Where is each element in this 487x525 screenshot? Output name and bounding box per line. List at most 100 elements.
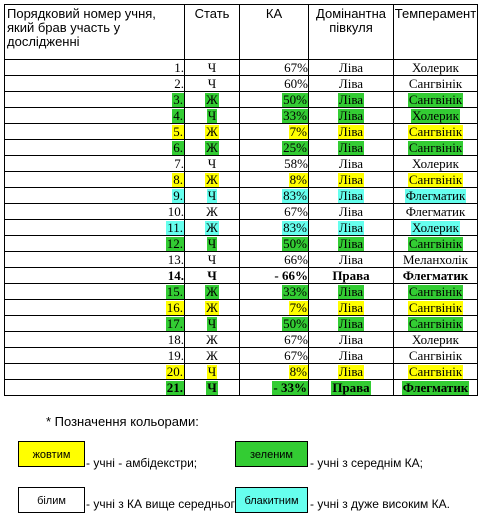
student-number-cell: 17.	[4, 315, 185, 332]
hemisphere-cell: Права	[308, 379, 394, 396]
ka-cell-value: 67%	[284, 204, 308, 219]
ka-cell-value: 66%	[284, 252, 308, 267]
header-temperament: Темперамент	[393, 4, 478, 60]
table-body: 1. Ч 67% Ліва Холерик 2. Ч 60% Ліва Сангвінік 3. Ж 5…	[4, 59, 478, 396]
table-row: 8. Ж 8% Ліва Сангвінік	[4, 171, 478, 188]
student-number-cell-value: 19.	[167, 348, 184, 363]
table-row: 3. Ж 50% Ліва Сангвінік	[4, 91, 478, 108]
table-row: 9. Ч 83% Ліва Флегматик	[4, 187, 478, 204]
sex-cell: Ж	[184, 299, 240, 316]
header-ka: КА	[239, 4, 309, 60]
hemisphere-cell: Ліва	[308, 219, 394, 236]
ka-cell-value: - 66%	[274, 268, 308, 283]
student-number-cell-value: 5.	[172, 124, 184, 139]
legend-yellow-text: - учні - амбідекстри;	[86, 456, 198, 470]
ka-cell: 60%	[239, 75, 309, 92]
sex-cell-value: Ч	[206, 380, 218, 395]
ka-cell: 7%	[239, 123, 309, 140]
temperament-cell: Сангвінік	[393, 315, 478, 332]
ka-cell: 66%	[239, 251, 309, 268]
ka-cell-value: 8%	[288, 364, 308, 379]
hemisphere-cell: Ліва	[308, 235, 394, 252]
hemisphere-cell: Ліва	[308, 75, 394, 92]
ka-cell-value: 67%	[284, 348, 308, 363]
temperament-cell-value: Сангвінік	[407, 300, 464, 315]
sex-cell-value: Ж	[205, 300, 219, 315]
temperament-cell: Сангвінік	[393, 123, 478, 140]
ka-cell: 50%	[239, 235, 309, 252]
temperament-cell-value: Меланхолік	[402, 252, 469, 267]
sex-cell-value: Ж	[205, 284, 219, 299]
student-number-cell: 7.	[4, 155, 185, 172]
temperament-cell-value: Сангвінік	[407, 284, 464, 299]
temperament-cell-value: Сангвінік	[407, 236, 464, 251]
temperament-cell-value: Холерик	[411, 108, 460, 123]
hemisphere-cell-value: Ліва	[337, 124, 365, 139]
hemisphere-cell: Ліва	[308, 299, 394, 316]
hemisphere-cell: Ліва	[308, 203, 394, 220]
hemisphere-cell-value: Ліва	[337, 108, 365, 123]
table-row: 5. Ж 7% Ліва Сангвінік	[4, 123, 478, 140]
temperament-cell-value: Сангвінік	[408, 76, 463, 91]
table-row: 20. Ч 8% Ліва Сангвінік	[4, 363, 478, 380]
hemisphere-cell-value: Ліва	[337, 300, 365, 315]
ka-cell-value: 83%	[282, 220, 308, 235]
temperament-cell-value: Флегматик	[405, 204, 466, 219]
temperament-cell: Сангвінік	[393, 139, 478, 156]
hemisphere-cell: Ліва	[308, 187, 394, 204]
temperament-cell: Холерик	[393, 107, 478, 124]
temperament-cell-value: Холерик	[412, 156, 459, 171]
legend-green-text: - учні з середнім КА;	[310, 456, 424, 470]
ka-cell: 83%	[239, 187, 309, 204]
hemisphere-cell: Ліва	[308, 283, 394, 300]
sex-cell-value: Ч	[207, 268, 217, 283]
hemisphere-cell-value: Права	[331, 380, 371, 395]
sex-cell: Ч	[184, 251, 240, 268]
temperament-cell: Сангвінік	[393, 299, 478, 316]
table-row: 10. Ж 67% Ліва Флегматик	[4, 203, 478, 220]
sex-cell: Ж	[184, 283, 240, 300]
ka-cell: 33%	[239, 107, 309, 124]
hemisphere-cell: Ліва	[308, 315, 394, 332]
ka-cell: 50%	[239, 91, 309, 108]
student-number-cell: 1.	[4, 59, 185, 76]
sex-cell: Ч	[184, 267, 240, 284]
temperament-cell-value: Сангвінік	[407, 364, 464, 379]
header-sex: Стать	[184, 4, 240, 60]
hemisphere-cell-value: Ліва	[337, 220, 365, 235]
temperament-cell-value: Холерик	[412, 60, 459, 75]
sex-cell-value: Ч	[206, 364, 218, 379]
hemisphere-cell-value: Ліва	[337, 236, 365, 251]
table-row: 2. Ч 60% Ліва Сангвінік	[4, 75, 478, 92]
ka-cell-value: 25%	[282, 140, 308, 155]
hemisphere-cell-value: Ліва	[337, 364, 365, 379]
ka-cell: 67%	[239, 331, 309, 348]
student-number-cell-value: 18.	[167, 332, 184, 347]
temperament-cell-value: Сангвінік	[408, 348, 463, 363]
table-row: 11. Ж 83% Ліва Холерик	[4, 219, 478, 236]
ka-cell: 7%	[239, 299, 309, 316]
sex-cell: Ч	[184, 235, 240, 252]
sex-cell-value: Ж	[205, 140, 219, 155]
hemisphere-cell: Ліва	[308, 139, 394, 156]
ka-cell: 50%	[239, 315, 309, 332]
sex-cell: Ж	[184, 219, 240, 236]
temperament-cell-value: Флегматик	[402, 268, 469, 283]
temperament-cell: Сангвінік	[393, 235, 478, 252]
ka-cell: 67%	[239, 347, 309, 364]
temperament-cell-value: Сангвінік	[407, 124, 464, 139]
student-number-cell: 21.	[4, 379, 185, 396]
table-row: 17. Ч 50% Ліва Сангвінік	[4, 315, 478, 332]
student-number-cell-value: 13.	[167, 252, 184, 267]
student-number-cell-value: 20.	[165, 364, 184, 379]
ka-cell: 58%	[239, 155, 309, 172]
ka-cell-value: - 33%	[272, 380, 308, 395]
temperament-cell-value: Холерик	[412, 332, 459, 347]
ka-cell: 8%	[239, 363, 309, 380]
table-row: 14. Ч - 66% Права Флегматик	[4, 267, 478, 284]
student-number-cell: 12.	[4, 235, 185, 252]
hemisphere-cell: Ліва	[308, 123, 394, 140]
temperament-cell: Сангвінік	[393, 171, 478, 188]
sex-cell-value: Ж	[205, 92, 219, 107]
hemisphere-cell: Ліва	[308, 347, 394, 364]
